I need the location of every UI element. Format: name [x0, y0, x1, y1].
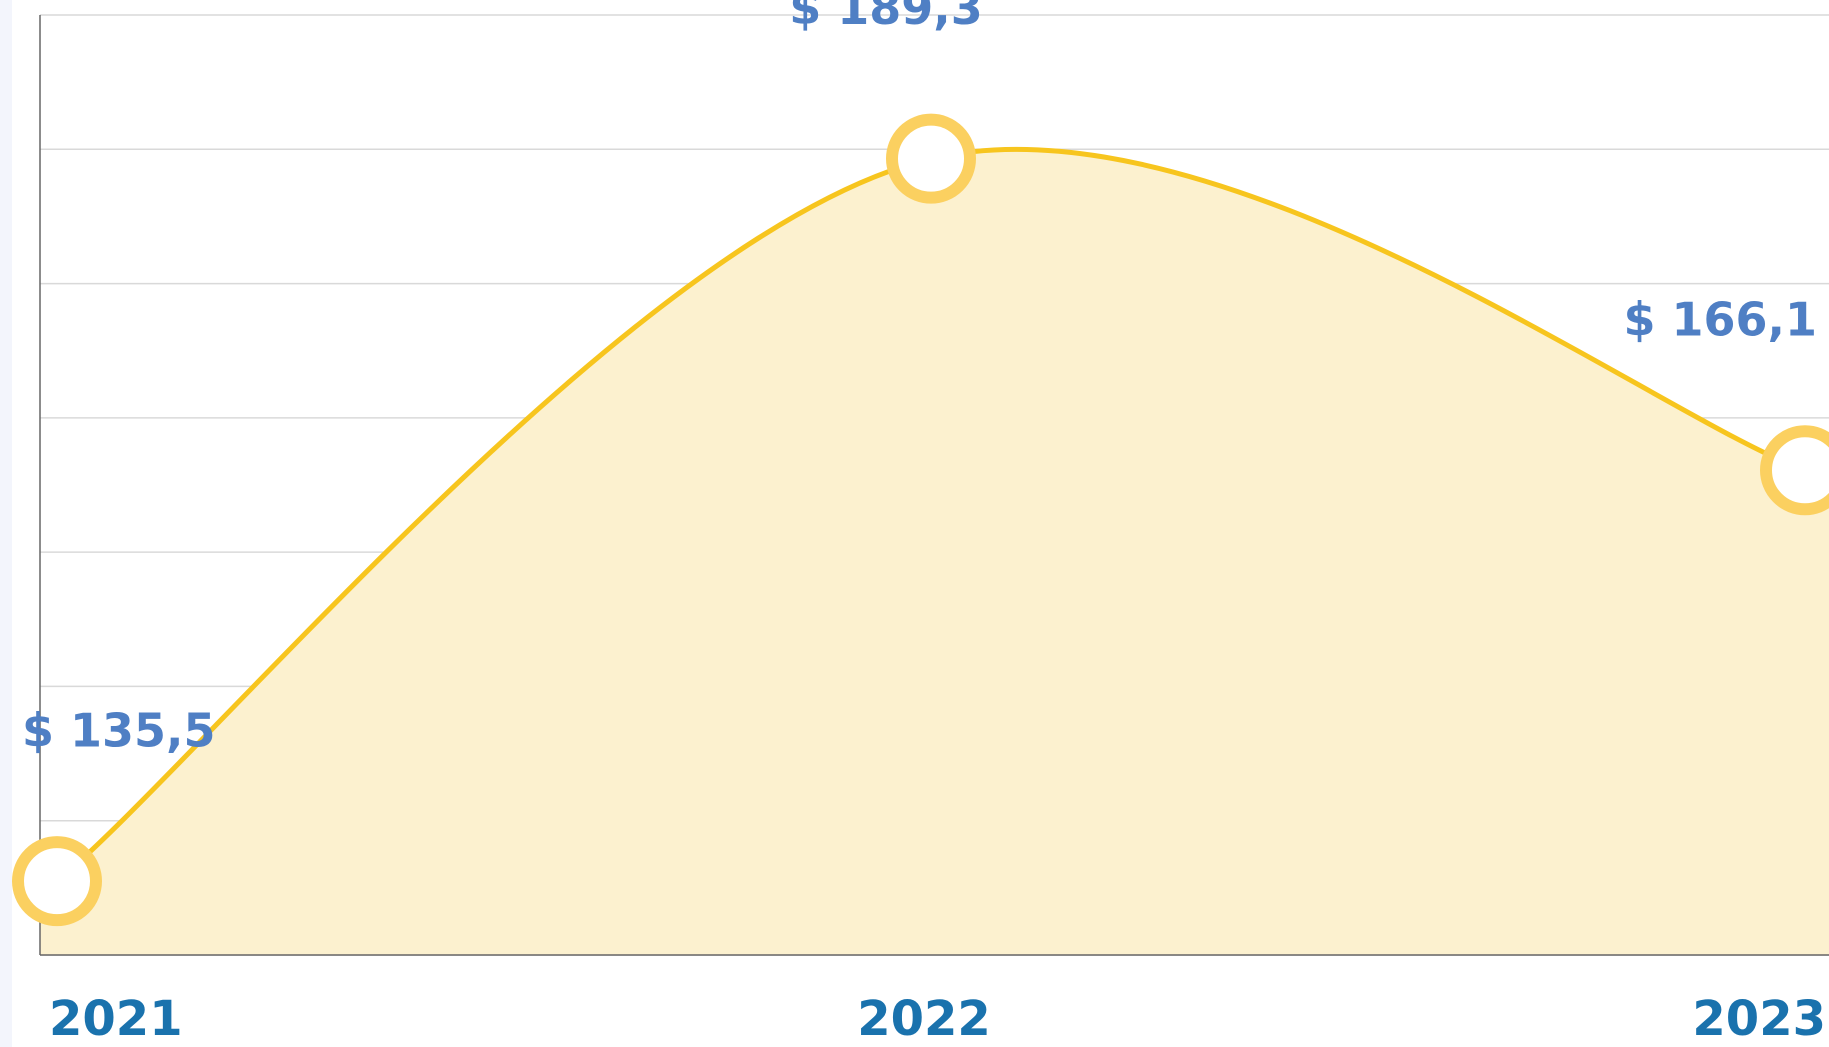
x-tick-label: 2023: [1692, 991, 1826, 1047]
value-label: $ 189,3: [789, 0, 983, 35]
marker: [12, 836, 102, 927]
area: [40, 149, 1829, 956]
side-strip: [0, 0, 12, 1047]
x-tick-label: 2021: [49, 991, 183, 1047]
x-tick-label: 2022: [857, 991, 991, 1047]
value-label: $ 166,1: [1623, 293, 1817, 347]
value-label: $ 135,5: [22, 704, 216, 758]
marker: [886, 113, 976, 204]
marker: [1760, 425, 1829, 516]
